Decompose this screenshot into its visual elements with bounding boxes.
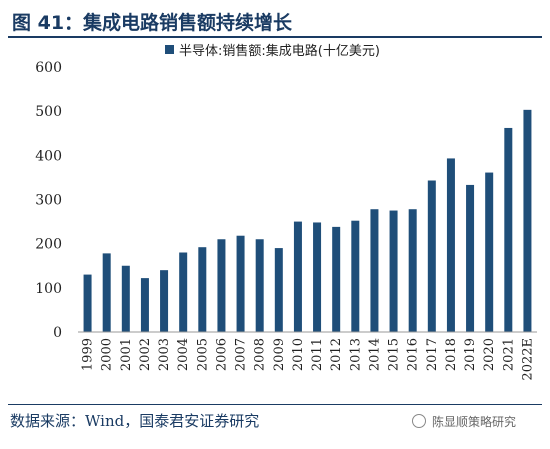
- y-tick-label: 0: [53, 325, 62, 341]
- x-tick-label: 2008: [253, 338, 268, 371]
- y-tick-label: 600: [35, 60, 62, 76]
- x-tick-label: 2020: [482, 338, 497, 371]
- x-tick-label: 2016: [406, 338, 421, 371]
- x-tick-label: 2018: [444, 338, 459, 371]
- bar: [351, 220, 360, 332]
- bar: [293, 221, 302, 332]
- bar: [140, 278, 149, 332]
- y-tick-label: 500: [35, 104, 62, 120]
- x-tick-label: 2006: [214, 338, 229, 371]
- x-tick-label: 2022E: [520, 338, 535, 381]
- x-tick-label: 2001: [119, 338, 134, 371]
- x-tick-label: 2021: [501, 338, 516, 371]
- bar: [332, 226, 341, 332]
- bar: [446, 158, 455, 332]
- bar: [217, 239, 226, 332]
- bar: [274, 248, 283, 332]
- x-tick-label: 2007: [234, 338, 249, 371]
- x-tick-label: 1999: [81, 338, 96, 371]
- bar: [466, 184, 475, 332]
- bar: [485, 172, 494, 332]
- bar: [523, 109, 532, 332]
- x-tick-label: 2003: [157, 338, 172, 371]
- x-tick-label: 2017: [425, 338, 440, 371]
- bar: [427, 180, 436, 332]
- bar: [198, 247, 207, 332]
- legend-swatch: [165, 45, 174, 54]
- y-tick-label: 400: [35, 148, 62, 164]
- y-tick-label: 300: [35, 193, 62, 209]
- x-tick-label: 2004: [176, 338, 191, 371]
- bar: [370, 209, 379, 332]
- x-tick-label: 2009: [272, 338, 287, 371]
- x-tick-label: 2013: [348, 338, 363, 371]
- legend-label: 半导体:销售额:集成电路(十亿美元): [179, 43, 380, 59]
- source-note: 数据来源：Wind，国泰君安证券研究: [10, 412, 260, 430]
- bar: [160, 270, 169, 332]
- chart-figure-title: 图 41：集成电路销售额持续增长: [12, 12, 293, 34]
- title-bar: 图 41：集成电路销售额持续增长: [0, 0, 550, 40]
- bar: [504, 127, 513, 332]
- x-tick-label: 2005: [195, 338, 210, 371]
- title-divider: [8, 36, 542, 38]
- y-tick-label: 100: [35, 281, 62, 297]
- x-tick-label: 2015: [387, 338, 402, 371]
- x-tick-label: 2000: [100, 338, 115, 371]
- bar: [102, 253, 111, 332]
- bar: [408, 209, 417, 332]
- x-tick-label: 2012: [329, 338, 344, 371]
- bar: [236, 235, 245, 332]
- watermark-text: 陈显顺策略研究: [432, 415, 517, 429]
- bar-chart: 0 100 200 300 400 500 600 半导体:销售额:集成电路(十亿美元) 199…: [35, 43, 537, 381]
- x-tick-label: 2019: [463, 338, 478, 371]
- bar: [389, 210, 398, 332]
- x-tick-label: 2011: [310, 338, 325, 371]
- x-tick-label: 2010: [291, 338, 306, 371]
- bar: [179, 252, 188, 332]
- bar: [83, 274, 92, 332]
- x-tick-label: 2014: [367, 338, 382, 371]
- wechat-icon: [412, 414, 426, 428]
- bar: [121, 265, 130, 332]
- bar: [313, 222, 322, 332]
- watermark: 陈显顺策略研究: [412, 413, 516, 430]
- source-divider: [8, 404, 542, 405]
- bar: [255, 239, 264, 332]
- x-tick-label: 2002: [138, 338, 153, 371]
- y-tick-label: 200: [35, 237, 62, 253]
